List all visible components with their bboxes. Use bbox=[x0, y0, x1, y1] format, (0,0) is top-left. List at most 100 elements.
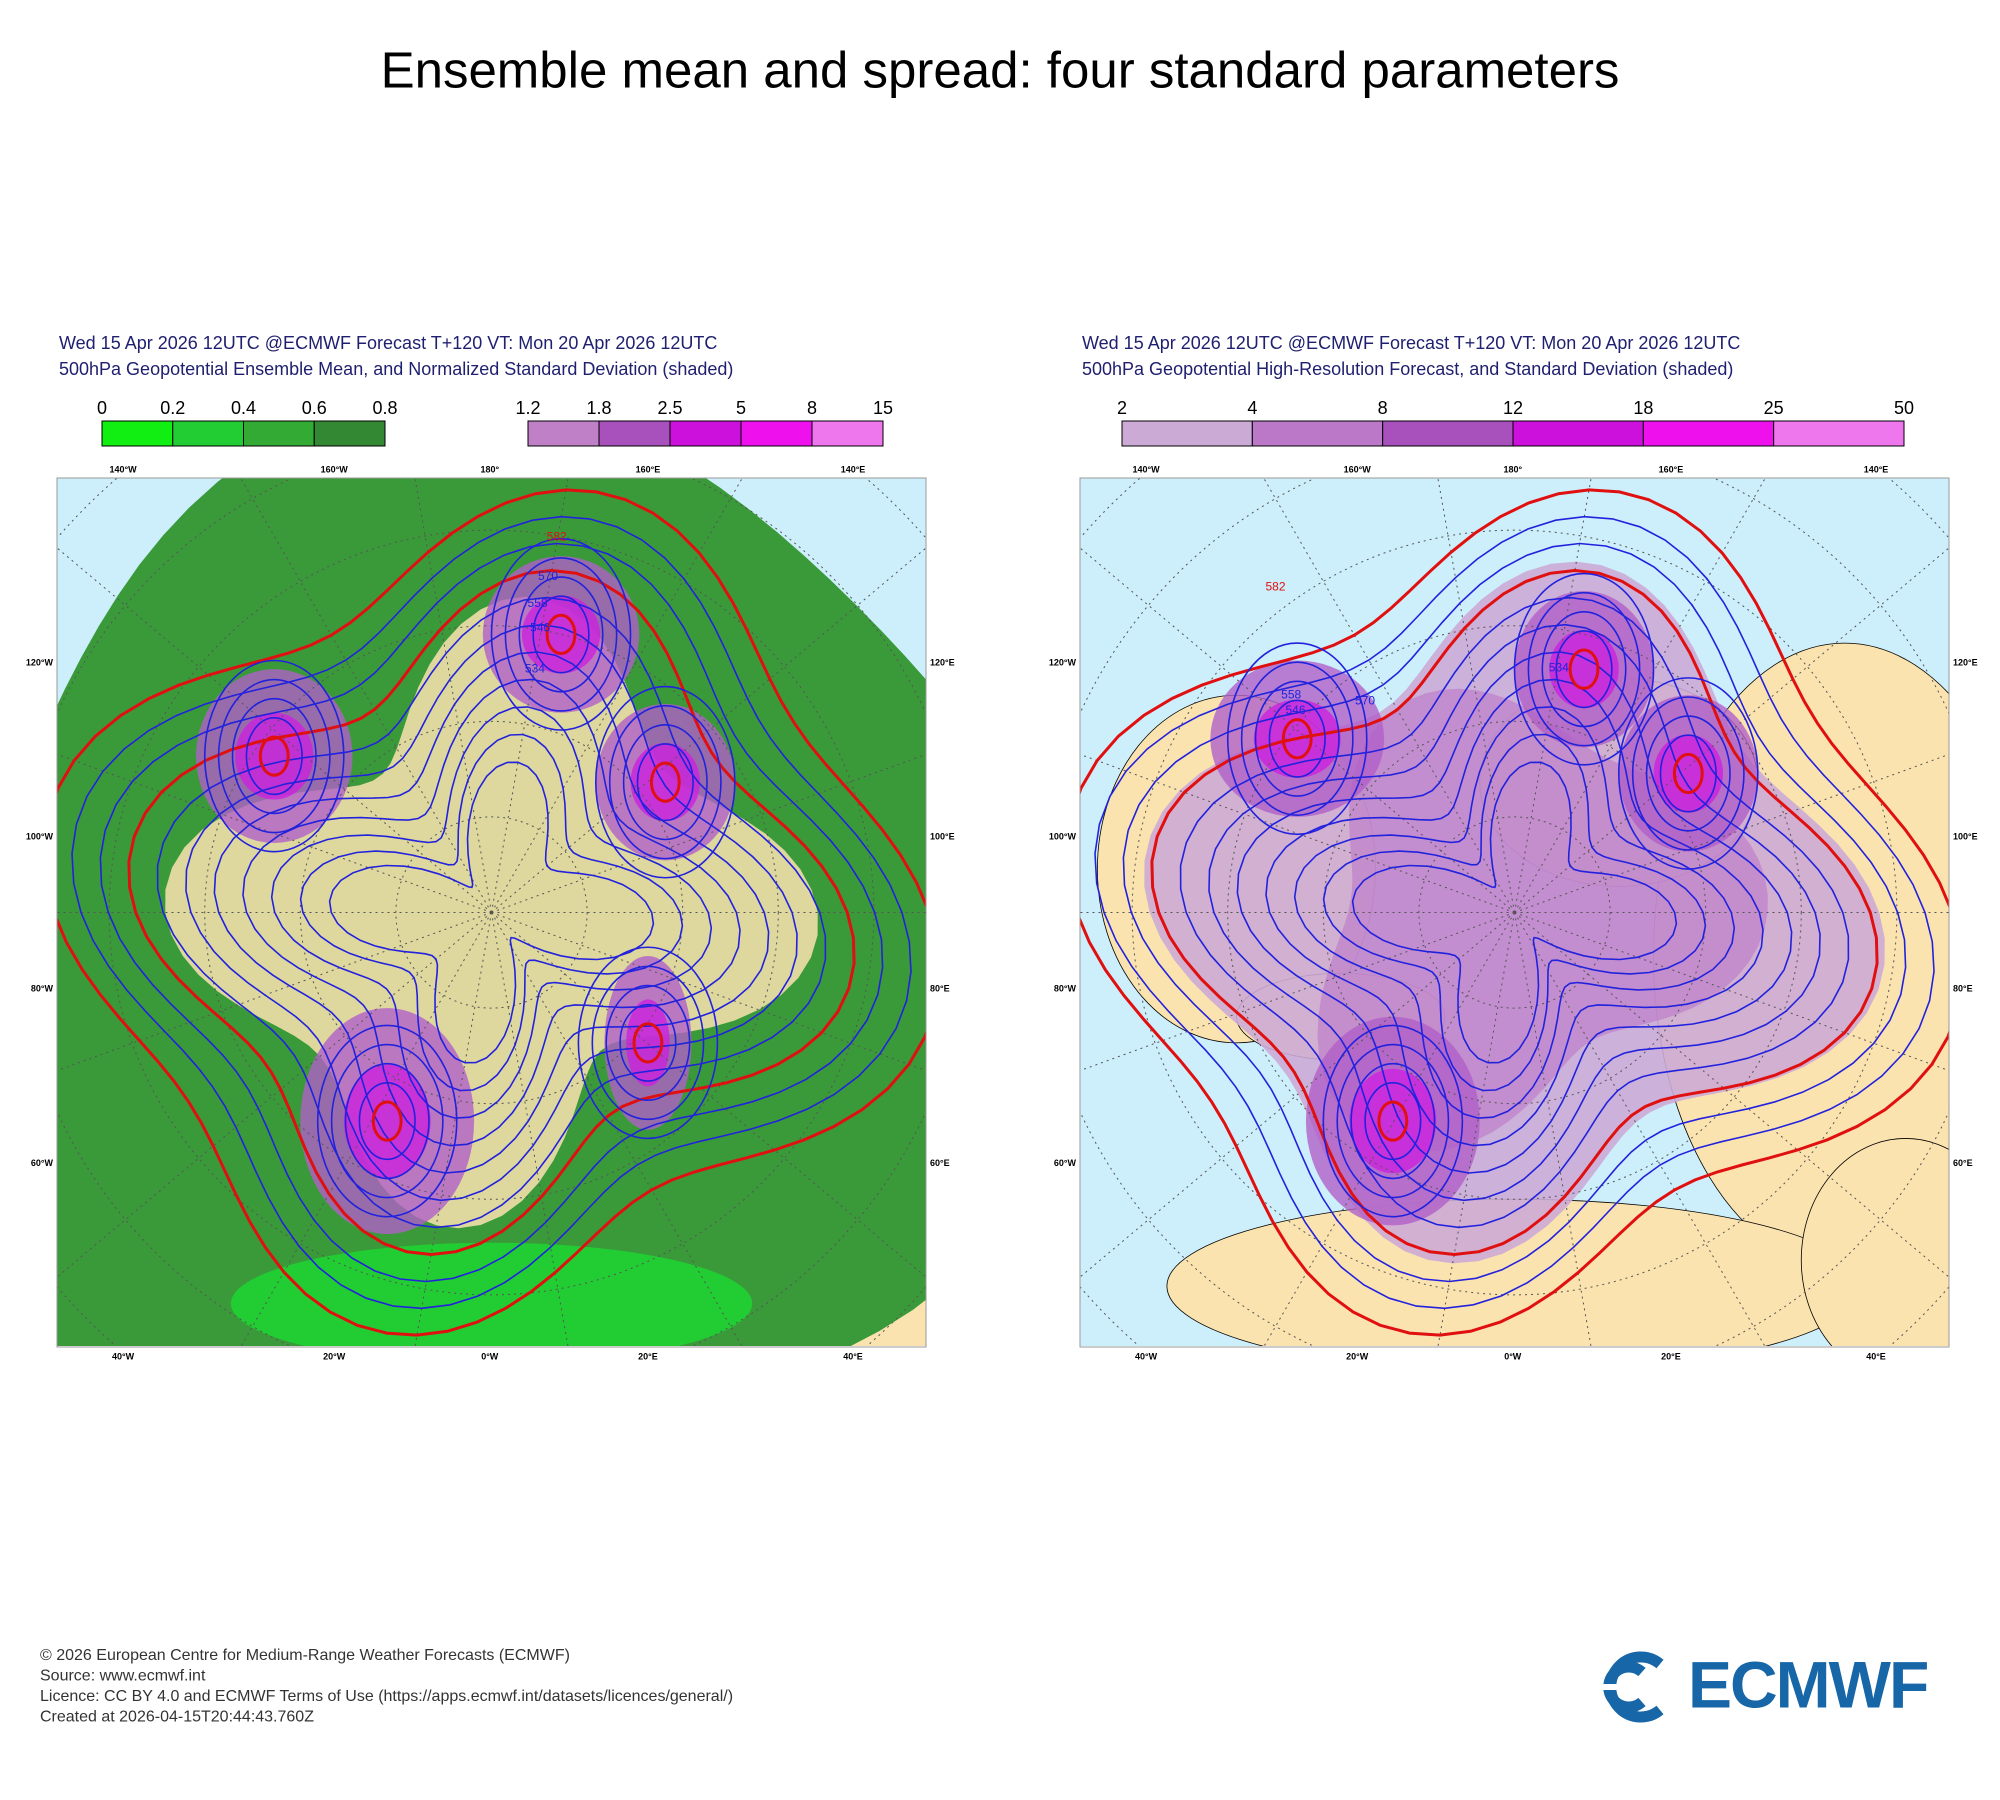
logo-text: ECMWF bbox=[1688, 1647, 1927, 1721]
graticule bbox=[491, 912, 743, 1346]
contour bbox=[1555, 630, 1613, 709]
contour bbox=[1240, 661, 1354, 816]
graticule bbox=[1263, 912, 1515, 1346]
map-axis-label: 100°W bbox=[26, 831, 54, 841]
contour bbox=[1659, 734, 1717, 813]
map-axis-label: 120°W bbox=[1049, 657, 1077, 667]
map-axis-label: 160°W bbox=[1344, 464, 1372, 474]
colorbar-box bbox=[740, 420, 813, 447]
graticule bbox=[240, 478, 492, 913]
panel: Wed 15 Apr 2026 12UTC @ECMWF Forecast T+… bbox=[26, 333, 955, 1362]
graticule bbox=[57, 912, 492, 1278]
contour bbox=[127, 568, 856, 1257]
contour-label: 546 bbox=[530, 621, 550, 635]
map-axis-label: 80°W bbox=[31, 983, 54, 993]
contour bbox=[242, 678, 741, 1147]
panels: Wed 15 Apr 2026 12UTC @ECMWF Forecast T+… bbox=[26, 333, 1978, 1362]
colorbar-tick-label: 2.5 bbox=[657, 398, 682, 418]
map-axis-label: 80°E bbox=[930, 983, 950, 993]
colorbar-box bbox=[1642, 420, 1775, 447]
contour bbox=[591, 965, 705, 1121]
graticule bbox=[1514, 478, 1592, 913]
graticule bbox=[1080, 912, 1515, 1072]
map-axis-label: 20°W bbox=[323, 1351, 346, 1361]
contour bbox=[217, 678, 331, 834]
colorbar-tick-label: 4 bbox=[1247, 398, 1257, 418]
contour bbox=[1322, 1024, 1464, 1218]
colorbar-box bbox=[598, 420, 671, 447]
contour-label: 558 bbox=[528, 596, 548, 610]
contour bbox=[1281, 718, 1313, 760]
contour-label: 546 bbox=[1285, 703, 1305, 717]
contour bbox=[1179, 596, 1850, 1229]
map-axis-label: 140°W bbox=[1132, 464, 1160, 474]
contour-label: 558 bbox=[1281, 687, 1301, 701]
contour bbox=[1150, 568, 1879, 1257]
contour bbox=[1672, 752, 1704, 795]
graticule bbox=[1080, 753, 1515, 913]
map-axis-label: 40°W bbox=[112, 1351, 135, 1361]
colorbar-box bbox=[172, 420, 244, 447]
contour bbox=[1336, 1043, 1450, 1199]
contour bbox=[1568, 648, 1600, 690]
map-axis-label: 60°W bbox=[1054, 1158, 1077, 1168]
colorbar-tick-label: 5 bbox=[736, 398, 746, 418]
map-axis-label: 60°E bbox=[1953, 1158, 1973, 1168]
contour bbox=[299, 733, 684, 1092]
map-axis-label: 180° bbox=[1503, 464, 1522, 474]
map-frame bbox=[56, 477, 927, 1348]
colorbar-tick-label: 50 bbox=[1894, 398, 1914, 418]
graticule bbox=[1322, 720, 1707, 1105]
contour bbox=[532, 595, 590, 674]
map-axis-label: 80°E bbox=[1953, 983, 1973, 993]
colorbar-tick-label: 1.2 bbox=[515, 398, 540, 418]
contour bbox=[1377, 1100, 1409, 1142]
contour bbox=[1122, 542, 1907, 1283]
contour bbox=[1322, 733, 1707, 1092]
map-axis-label: 0°W bbox=[1504, 1351, 1522, 1361]
contour bbox=[608, 704, 722, 860]
contour bbox=[1265, 678, 1764, 1147]
contour bbox=[245, 717, 303, 796]
contour bbox=[270, 706, 713, 1119]
footer: © 2026 European Centre for Medium-Range … bbox=[40, 1647, 733, 1726]
panel-header: 500hPa Geopotential Ensemble Mean, and N… bbox=[59, 359, 733, 379]
graticule bbox=[1080, 547, 1515, 913]
colorbar-box bbox=[811, 420, 884, 447]
graticule bbox=[491, 547, 926, 913]
contour bbox=[71, 515, 912, 1310]
contour bbox=[1350, 1062, 1436, 1180]
contour bbox=[1645, 715, 1731, 832]
page-title: Ensemble mean and spread: four standard … bbox=[381, 41, 1620, 98]
footer-line: Licence: CC BY 4.0 and ECMWF Terms of Us… bbox=[40, 1688, 733, 1705]
graticule bbox=[1437, 912, 1515, 1346]
graticule bbox=[1418, 816, 1611, 1009]
graticule bbox=[414, 912, 492, 1346]
graticule bbox=[1227, 625, 1802, 1200]
map-axis-label: 80°W bbox=[1054, 983, 1077, 993]
contour bbox=[213, 651, 770, 1174]
graticule bbox=[1514, 547, 1949, 913]
contour bbox=[490, 538, 632, 731]
contour bbox=[1541, 611, 1627, 728]
contour bbox=[1513, 572, 1655, 766]
contour bbox=[258, 735, 290, 777]
contour-label: 582 bbox=[547, 529, 567, 543]
contour bbox=[156, 596, 827, 1229]
contour bbox=[1080, 488, 1949, 1337]
graticule bbox=[491, 912, 926, 1072]
graticule bbox=[1514, 478, 1766, 913]
contour bbox=[594, 685, 736, 879]
map-axis-label: 20°E bbox=[638, 1351, 658, 1361]
map-axis-label: 40°E bbox=[1866, 1351, 1886, 1361]
graticule bbox=[240, 912, 492, 1346]
map-axis-label: 140°E bbox=[841, 464, 866, 474]
map-axis-label: 160°E bbox=[636, 464, 661, 474]
colorbar-tick-label: 8 bbox=[807, 398, 817, 418]
contour bbox=[1351, 761, 1678, 1064]
contour bbox=[371, 1100, 403, 1142]
colorbar-box bbox=[243, 420, 315, 447]
contour-label: 570 bbox=[538, 569, 558, 583]
graticule bbox=[1514, 753, 1949, 913]
contour bbox=[99, 542, 884, 1283]
